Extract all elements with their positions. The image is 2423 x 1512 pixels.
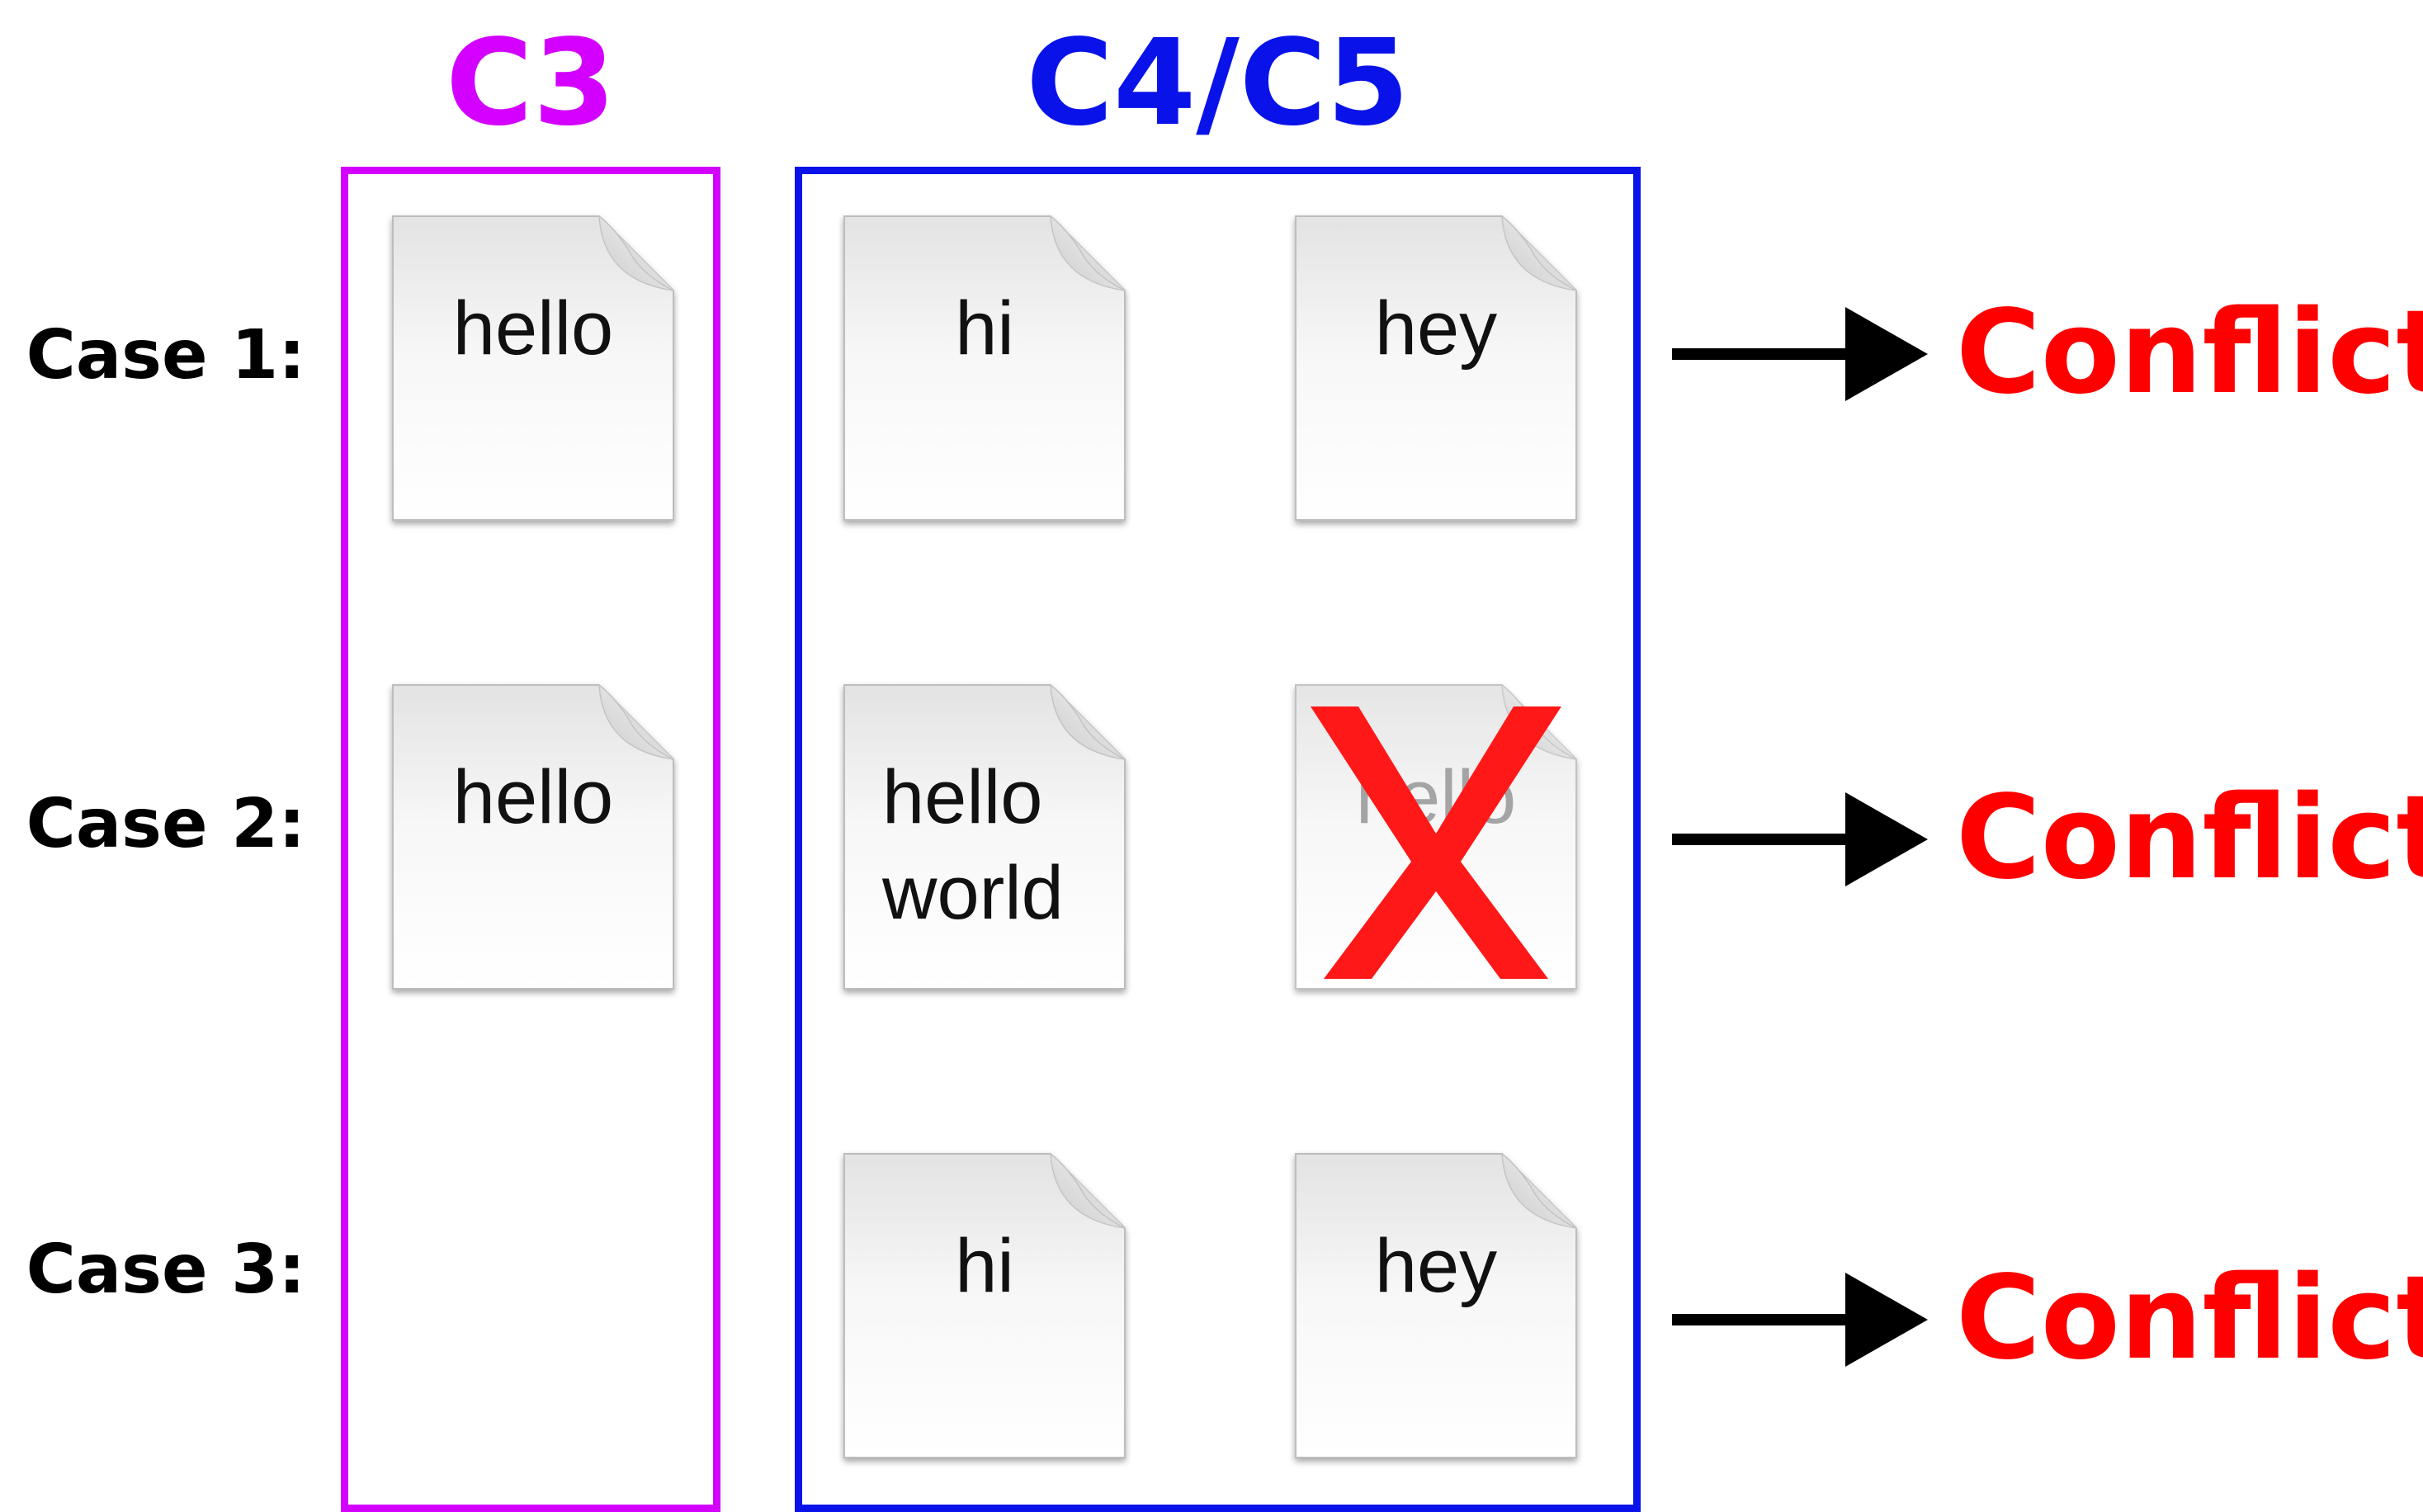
file-content: hello (452, 755, 614, 839)
case-1-c4-file: hi (844, 216, 1125, 520)
file-content-line-2: world (882, 851, 1064, 935)
case-1-label: Case 1: (26, 316, 305, 395)
case-2-result: Conflict (1956, 771, 2423, 905)
file-content-line-1: hello (882, 755, 1043, 839)
case-3-c4-file: hi (844, 1154, 1125, 1458)
case-3-result: Conflict (1956, 1251, 2423, 1386)
file-content: hi (955, 1224, 1014, 1308)
case-3-label: Case 3: (26, 1231, 305, 1309)
case-2-c3-file: hello (393, 685, 673, 989)
c3-column-box (341, 167, 720, 1512)
file-content: hello world (882, 749, 1092, 941)
file-content: hey (1374, 286, 1498, 371)
column-title-c4-c5: C4/C5 (1026, 13, 1410, 152)
c4-c5-column-box (795, 167, 1641, 1512)
case-2-c5-deleted-file: hello (1296, 685, 1576, 989)
red-x-icon (1311, 706, 1561, 979)
right-arrow-icon (1672, 307, 1928, 401)
file-content: hey (1374, 1224, 1498, 1308)
case-1-c5-file: hey (1296, 216, 1576, 520)
case-3-c5-file: hey (1296, 1154, 1576, 1458)
file-content: hi (955, 286, 1014, 371)
case-2-label: Case 2: (26, 785, 305, 863)
right-arrow-icon (1672, 792, 1928, 886)
case-1-c3-file: hello (393, 216, 673, 520)
case-2-c4-file: hello world (844, 685, 1125, 989)
case-1-result: Conflict (1956, 286, 2423, 420)
file-content: hello (452, 286, 614, 371)
column-title-c3: C3 (446, 13, 616, 152)
right-arrow-icon (1672, 1273, 1928, 1367)
